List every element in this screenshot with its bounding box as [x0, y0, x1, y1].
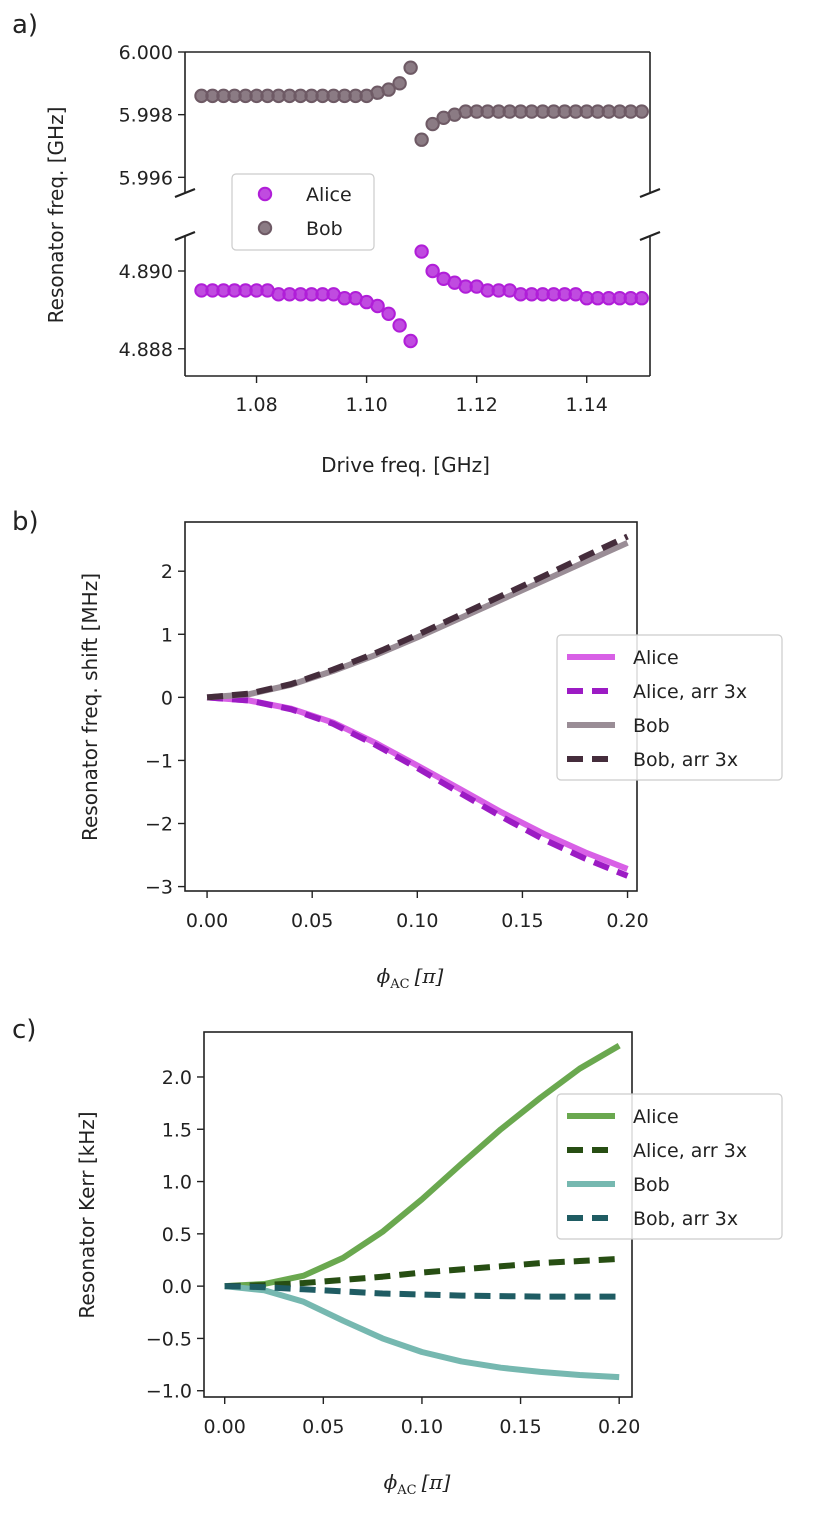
bob-point — [403, 60, 418, 75]
legend-label: Bob — [633, 715, 670, 737]
x-tick-label: 1.14 — [566, 394, 608, 416]
y-tick-label: 0 — [161, 687, 173, 709]
bob-point — [634, 104, 649, 119]
x-tick-label: 1.10 — [345, 394, 387, 416]
series-line-bob — [224, 1283, 620, 1381]
series-line-alice — [206, 694, 629, 872]
legend-label: Alice — [633, 1106, 679, 1128]
legend-label: Alice, arr 3x — [633, 1140, 747, 1162]
x-tick-label: 0.10 — [396, 910, 438, 932]
y-tick-label: 4.888 — [119, 339, 173, 361]
alice-point — [403, 333, 418, 349]
y-tick-label: 5.996 — [119, 167, 173, 189]
panel-c: c) 0.00 0.05 0.10 0.15 0.20 2.0 1.5 1.0 0.5 0.0 −0.… — [12, 1015, 783, 1498]
x-axis-label: Drive freq. [GHz] — [321, 453, 490, 477]
legend-label: Alice — [306, 184, 352, 206]
x-tick-label: 0.00 — [204, 1416, 246, 1438]
legend-label: Bob — [306, 218, 343, 240]
series-line-bob — [206, 540, 629, 701]
y-tick-label: 0.0 — [162, 1276, 192, 1298]
y-tick-label: 4.890 — [119, 261, 173, 283]
y-tick-label: −1.0 — [146, 1381, 192, 1403]
axis-break-mark — [639, 230, 661, 242]
series-line-bob-arr-3x — [224, 1283, 620, 1300]
x-tick-label: 0.15 — [499, 1416, 541, 1438]
series-line-alice-arr-3x — [224, 1255, 620, 1290]
panel-a-label: a) — [12, 10, 38, 40]
y-axis-label: Resonator freq. [GHz] — [44, 107, 68, 324]
x-tick-label: 0.15 — [501, 910, 543, 932]
x-tick-label: 0.00 — [186, 910, 228, 932]
legend-label: Bob, arr 3x — [633, 749, 738, 771]
x-axis-label: ϕAC [π] — [384, 1470, 451, 1498]
y-tick-label: 6.000 — [119, 42, 173, 64]
x-tick-label: 1.08 — [235, 394, 277, 416]
legend-box — [556, 634, 783, 781]
y-tick-label: 5.998 — [119, 105, 173, 127]
axis-break-mark — [174, 230, 196, 242]
legend-label: Bob — [633, 1174, 670, 1196]
legend: Alice Bob — [231, 173, 375, 251]
y-tick-label: 1.0 — [162, 1172, 192, 1194]
legend: Alice Alice, arr 3x Bob Bob, arr 3x — [556, 1093, 783, 1240]
alice-point — [634, 291, 649, 306]
alice-point — [370, 298, 385, 314]
series-line-alice-arr-3x — [206, 694, 629, 879]
legend: Alice Alice, arr 3x Bob Bob, arr 3x — [556, 634, 783, 781]
x-axis-label: ϕAC [π] — [377, 964, 444, 992]
series-line-bob-arr-3x — [206, 533, 629, 701]
y-axis-label: Resonator Kerr [kHz] — [75, 1111, 99, 1318]
y-tick-label: 2 — [161, 561, 173, 583]
alice-point — [414, 244, 429, 259]
bob-point — [425, 116, 440, 132]
panel-b-label: b) — [12, 507, 39, 537]
bob-point — [381, 82, 396, 97]
x-tick-label: 0.05 — [291, 910, 333, 932]
x-tick-label: 0.10 — [401, 1416, 443, 1438]
y-tick-label: 0.5 — [162, 1224, 192, 1246]
y-tick-label: 1 — [161, 624, 173, 646]
alice-point — [425, 263, 440, 279]
legend-label: Bob, arr 3x — [633, 1208, 738, 1230]
legend-marker-bob — [257, 220, 273, 236]
panel-a: a) 1.08 1.10 1.12 1.14 5.996 5.998 6.000 4.888 4.… — [12, 10, 661, 477]
x-tick-label: 0.20 — [598, 1416, 640, 1438]
legend-marker-alice — [257, 186, 273, 202]
legend-label: Alice — [633, 647, 679, 669]
alice-point — [392, 318, 407, 333]
legend-box — [231, 173, 375, 251]
y-tick-label: 2.0 — [162, 1067, 192, 1089]
panel-c-label: c) — [12, 1015, 36, 1045]
axis-break-mark — [639, 187, 661, 199]
y-tick-label: −3 — [145, 877, 173, 899]
y-tick-label: −0.5 — [146, 1328, 192, 1350]
x-tick-label: 1.12 — [456, 394, 498, 416]
y-tick-label: −2 — [145, 814, 173, 836]
bob-point — [392, 76, 407, 91]
y-axis-label: Resonator freq. shift [MHz] — [78, 573, 102, 841]
legend-box — [556, 1093, 783, 1240]
alice-point — [381, 306, 396, 321]
x-tick-label: 0.20 — [606, 910, 648, 932]
legend-label: Alice, arr 3x — [633, 681, 747, 703]
axis-break-mark — [174, 187, 196, 199]
x-tick-label: 0.05 — [302, 1416, 344, 1438]
y-tick-label: −1 — [145, 750, 173, 772]
y-tick-label: 1.5 — [162, 1119, 192, 1141]
series-line-alice — [224, 1043, 621, 1290]
bob-point — [414, 132, 429, 147]
panel-b: b) 0.00 0.05 0.10 0.15 0.20 2 1 0 −1 −2 −3 ϕAC [π] Res… — [12, 507, 783, 992]
